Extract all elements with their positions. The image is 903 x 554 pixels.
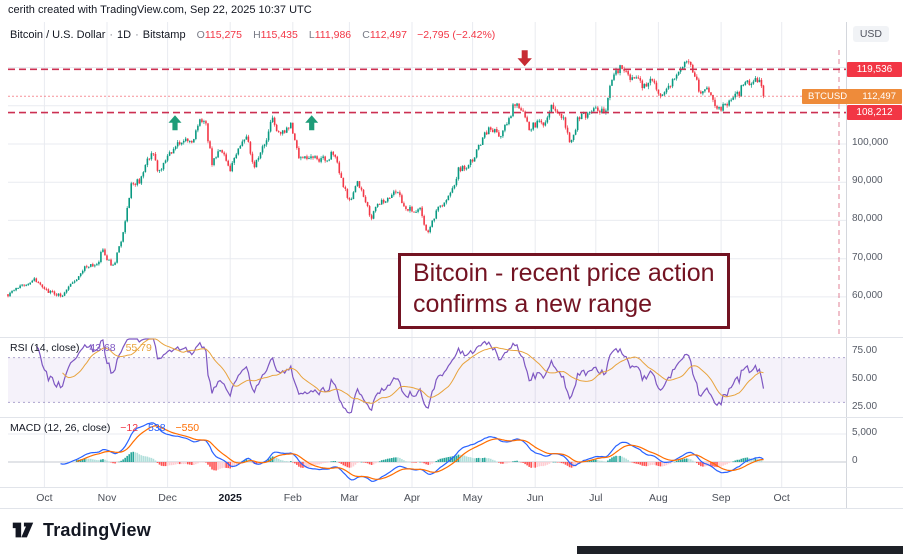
ticker-symbol: BTCUSD [808, 90, 848, 102]
time-axis-label: Apr [403, 492, 421, 504]
macd-signal-line [76, 425, 764, 480]
currency-label[interactable]: USD [852, 26, 889, 42]
separator-dot: · [135, 29, 139, 41]
price-tick-label: 25.00 [852, 401, 878, 412]
price-tick-label: 60,000 [852, 289, 883, 301]
high-label: H [253, 29, 261, 41]
price-tick-label: 75.00 [852, 345, 878, 356]
price-tick-label: 50.00 [852, 373, 878, 384]
time-axis-label: Aug [649, 492, 668, 504]
price-tick-label: 100,000 [852, 137, 889, 148]
last-price-label: BTCUSD 112,497 [802, 88, 902, 104]
attribution-text: cerith created with TradingView.com, Sep… [8, 4, 312, 16]
low-value: 111,986 [314, 29, 352, 41]
time-axis-label: Oct [36, 492, 53, 504]
up-arrow-marker [168, 115, 182, 131]
interval-label[interactable]: 1D [117, 29, 132, 41]
pane-separator [0, 487, 903, 488]
separator-dot: · [109, 29, 114, 41]
time-axis-label: Oct [773, 492, 790, 504]
symbol-title[interactable]: Bitcoin / U.S. Dollar [10, 29, 106, 41]
open-label: O [196, 29, 205, 41]
price-tick-label: 0 [852, 455, 858, 466]
tradingview-wordmark: TradingView [43, 519, 151, 540]
last-price-value: 112,497 [862, 90, 896, 102]
low-label: L [308, 29, 315, 41]
close-value: 112,497 [369, 29, 407, 41]
time-axis-label: Mar [340, 492, 359, 504]
time-axis-label: Feb [283, 492, 302, 504]
rsi-pane[interactable] [0, 337, 846, 417]
rsi-ma-line [62, 338, 764, 404]
exchange-label: Bitstamp [142, 29, 186, 41]
open-value: 115,275 [204, 29, 242, 41]
support-price-label: 108,212 [847, 105, 902, 121]
close-label: C [362, 29, 370, 41]
time-axis-label: May [462, 492, 483, 504]
rsi-legend: RSI (14, close) 43.68 55.79 [10, 342, 152, 354]
macd-hist-value: −12 [120, 422, 139, 434]
rsi-band [8, 357, 846, 403]
rsi-title[interactable]: RSI (14, close) [10, 342, 80, 354]
time-axis[interactable]: Oct Nov Dec 2025 Feb Mar Apr May Jun Jul Aug Sep Oct [0, 487, 846, 508]
price-tick-label: 5,000 [852, 427, 878, 438]
bottom-dark-bar [577, 546, 903, 554]
price-tick-label: 70,000 [852, 251, 883, 263]
resistance-price-label: 119,536 [847, 61, 902, 77]
rsi-ma-value: 55.79 [125, 342, 152, 354]
macd-pane[interactable] [0, 417, 846, 487]
macd-line-value: 538 [148, 422, 166, 434]
pane-separator[interactable] [0, 417, 903, 418]
rsi-line [35, 338, 765, 414]
footer: TradingView [0, 508, 903, 554]
up-arrow-marker [305, 115, 319, 131]
time-axis-label: 2025 [218, 492, 242, 504]
time-axis-label: Dec [158, 492, 177, 504]
range-annotation[interactable]: Bitcoin - recent price action confirms a… [398, 253, 730, 329]
tradingview-logo-icon [12, 522, 34, 538]
annotation-line: confirms a new range [413, 289, 653, 318]
macd-title[interactable]: MACD (12, 26, close) [10, 422, 111, 434]
time-axis-label: Jun [526, 492, 544, 504]
macd-legend: MACD (12, 26, close) −12 538 −550 [10, 422, 199, 434]
time-axis-label: Nov [97, 492, 117, 504]
chart-bottom-border [0, 508, 903, 509]
price-tick-label: 80,000 [852, 213, 883, 225]
tradingview-logo[interactable]: TradingView [10, 517, 151, 543]
pane-separator[interactable] [0, 337, 903, 338]
price-tick-label: 90,000 [852, 175, 883, 187]
symbol-legend: Bitcoin / U.S. Dollar · 1D · Bitstamp O115,2… [10, 29, 495, 41]
rsi-value: 43.68 [89, 342, 116, 354]
time-axis-label: Jul [589, 492, 603, 504]
annotation-line: Bitcoin - recent price action [413, 259, 715, 287]
time-axis-label: Sep [711, 492, 731, 504]
macd-signal-value: −550 [175, 422, 200, 434]
down-arrow-marker [517, 50, 532, 67]
change-value: −2,795 (−2.42%) [417, 29, 496, 41]
high-value: 115,435 [260, 29, 298, 41]
